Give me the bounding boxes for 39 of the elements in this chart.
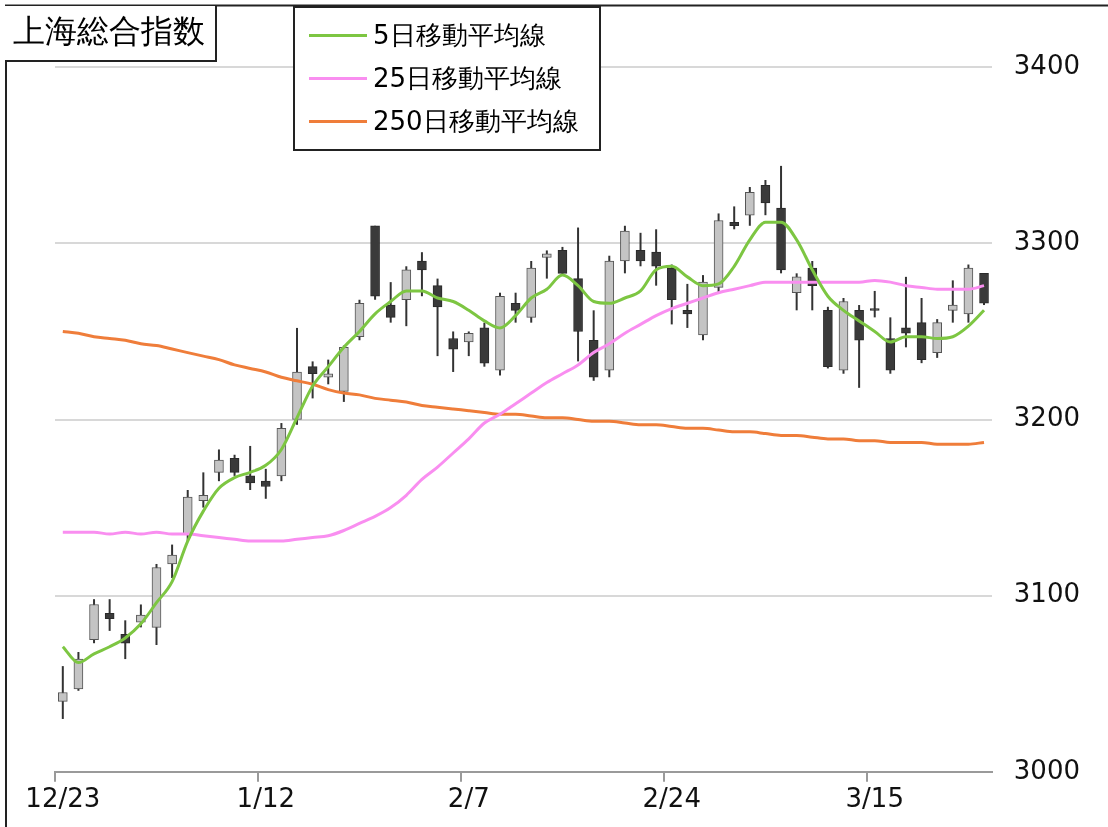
candlestick [947, 279, 958, 324]
candlestick [245, 444, 255, 491]
candlestick [869, 289, 880, 319]
candlestick [463, 330, 474, 358]
candlestick [417, 251, 427, 298]
x-tick-label: 2/24 [642, 783, 701, 814]
candlestick [760, 178, 771, 217]
y-tick-label: 3400 [1013, 50, 1080, 80]
candlestick [385, 281, 396, 324]
candlestick [167, 543, 177, 580]
candlestick [260, 467, 271, 500]
candlestick [57, 665, 68, 720]
x-tick-label: 2/7 [447, 783, 490, 814]
y-tick-label: 3200 [1013, 402, 1080, 433]
x-tick-label: 3/15 [845, 783, 904, 814]
y-tick-label: 3100 [1013, 578, 1080, 609]
candlestick [307, 360, 318, 400]
candlestick [104, 598, 115, 632]
candlestick [448, 330, 458, 373]
line-series [61, 329, 986, 446]
legend-label: 250日移動平均線 [373, 104, 579, 138]
candlestick [901, 275, 911, 349]
candlestick [744, 186, 755, 227]
legend-label: 25日移動平均線 [373, 61, 563, 95]
candlestick [729, 205, 740, 231]
x-tick-label: 12/23 [25, 783, 101, 814]
line-series [61, 220, 986, 665]
y-tick-label: 3000 [1013, 754, 1080, 785]
candlestick [229, 453, 240, 477]
candlestick [198, 471, 209, 509]
chart-title: 上海総合指数 [5, 5, 217, 62]
x-tick-label: 1/12 [236, 783, 295, 814]
candlestick [214, 448, 224, 483]
y-tick-label: 3300 [1013, 226, 1080, 257]
candlestick [651, 228, 661, 287]
legend-label: 5日移動平均線 [373, 18, 546, 52]
candlestick [510, 291, 521, 324]
candlestick [542, 249, 552, 280]
candlestick [323, 358, 334, 386]
